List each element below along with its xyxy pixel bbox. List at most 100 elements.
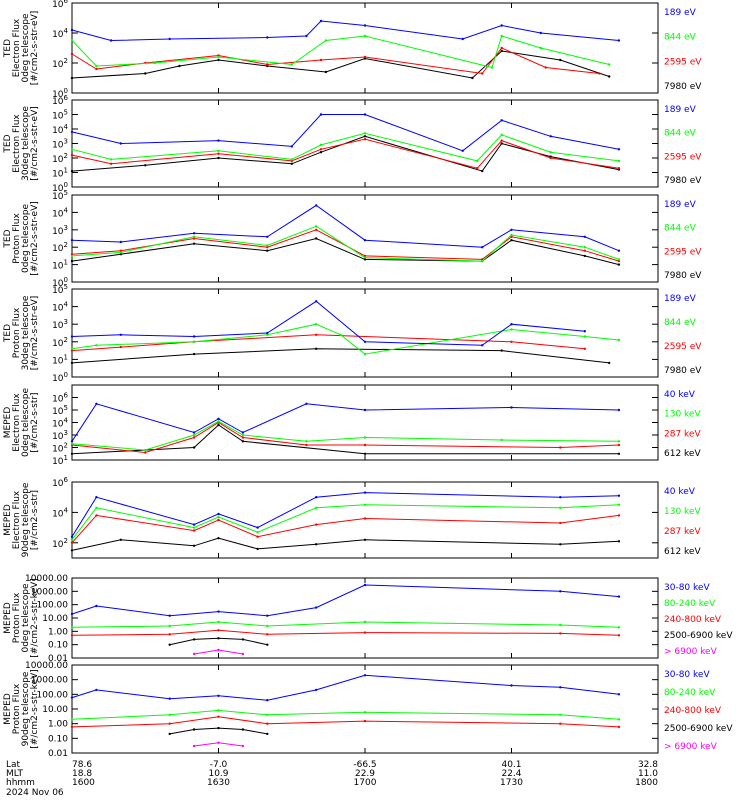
data-point [217, 139, 220, 142]
data-point [500, 438, 503, 442]
legend-entry: 30-80 keV [664, 670, 710, 680]
data-point [217, 512, 220, 516]
data-point [178, 64, 181, 68]
data-point [217, 694, 220, 697]
y-tick-label: 103 [52, 138, 68, 151]
x-row-value: -7.0 [210, 760, 228, 770]
legend-entry: 612 keV [664, 449, 701, 459]
data-point [266, 331, 269, 335]
series-line-4 [71, 20, 619, 42]
series-line-4 [71, 403, 619, 442]
data-point [324, 39, 328, 42]
x-row-value: 1600 [72, 778, 95, 788]
data-point [559, 58, 562, 62]
y-axis-label: [#/cm2-s-str-eV] [30, 201, 40, 276]
data-point [608, 63, 611, 66]
data-point [363, 517, 367, 520]
legend-entry: 844 eV [664, 33, 697, 43]
data-point [510, 328, 513, 331]
data-point [363, 34, 367, 38]
data-point [144, 451, 147, 454]
y-axis-label: MEPED [3, 693, 13, 725]
data-point [192, 433, 196, 437]
data-point [549, 156, 552, 160]
series-line-3 [71, 132, 619, 162]
y-tick-label: 1000.00 [31, 676, 68, 686]
series-line-5 [71, 584, 619, 617]
data-point [617, 693, 621, 696]
data-point [481, 169, 484, 173]
data-point [559, 713, 562, 716]
data-point [617, 514, 621, 517]
data-point [315, 228, 318, 231]
legend-entry: > 6900 keV [664, 647, 718, 657]
data-point [583, 235, 586, 238]
data-point [363, 138, 367, 141]
y-tick-label: 101 [52, 454, 68, 467]
data-point [559, 590, 562, 593]
data-point [70, 347, 74, 350]
data-point [192, 523, 196, 526]
y-tick-label: 102 [52, 152, 68, 165]
data-point [559, 632, 562, 635]
data-point [363, 443, 367, 447]
y-axis-label: 30deg telescope [21, 106, 31, 181]
y-axis-label: Electron Flux [12, 490, 22, 549]
data-point [476, 167, 479, 170]
y-axis-label: Electron Flux [12, 18, 22, 77]
data-point [510, 239, 513, 242]
data-point [544, 66, 547, 69]
data-point [598, 72, 601, 75]
data-point [290, 63, 293, 66]
data-point [70, 725, 74, 729]
y-tick-label: 106 [52, 94, 68, 107]
series-line-3 [71, 323, 619, 355]
legend-entry: 287 keV [664, 429, 701, 439]
data-point [192, 242, 196, 245]
data-point [70, 76, 74, 80]
data-point [70, 538, 74, 541]
data-point [217, 423, 220, 427]
data-point [363, 258, 367, 261]
data-point [363, 408, 367, 412]
series-line-3 [71, 225, 620, 262]
data-point [559, 623, 562, 627]
legend-entry: 40 keV [664, 487, 696, 497]
data-point [192, 436, 196, 439]
data-point [476, 159, 479, 163]
y-tick-label: 100.00 [37, 601, 69, 611]
data-point [481, 259, 484, 263]
data-point [95, 402, 98, 405]
data-point [217, 620, 220, 624]
y-axis-label: TED [3, 324, 13, 343]
legend-entry: 240-800 keV [664, 706, 722, 716]
y-axis-label: TED [3, 134, 13, 153]
y-tick-label: 102 [52, 442, 68, 455]
data-point [319, 58, 323, 62]
data-point [363, 719, 367, 723]
data-point [119, 251, 123, 254]
y-tick-label: 104 [52, 123, 68, 136]
y-axis-label: Electron Flux [12, 114, 22, 173]
y-tick-label: 104 [52, 27, 68, 40]
y-tick-label: 102 [52, 57, 68, 70]
data-point [549, 135, 552, 138]
data-point [617, 718, 621, 721]
data-point [617, 595, 621, 598]
data-point [583, 335, 586, 338]
data-point [315, 506, 318, 509]
data-point [617, 167, 621, 170]
legend-entry: 130 keV [664, 410, 701, 420]
data-point [363, 436, 367, 439]
y-tick-label: 104 [52, 301, 68, 314]
data-point [70, 28, 74, 32]
data-point [119, 538, 123, 541]
legend-entry: 2595 eV [664, 152, 702, 162]
data-point [617, 39, 621, 42]
data-point [583, 249, 586, 252]
data-point [217, 709, 220, 712]
data-point [241, 728, 245, 731]
data-point [168, 643, 171, 646]
